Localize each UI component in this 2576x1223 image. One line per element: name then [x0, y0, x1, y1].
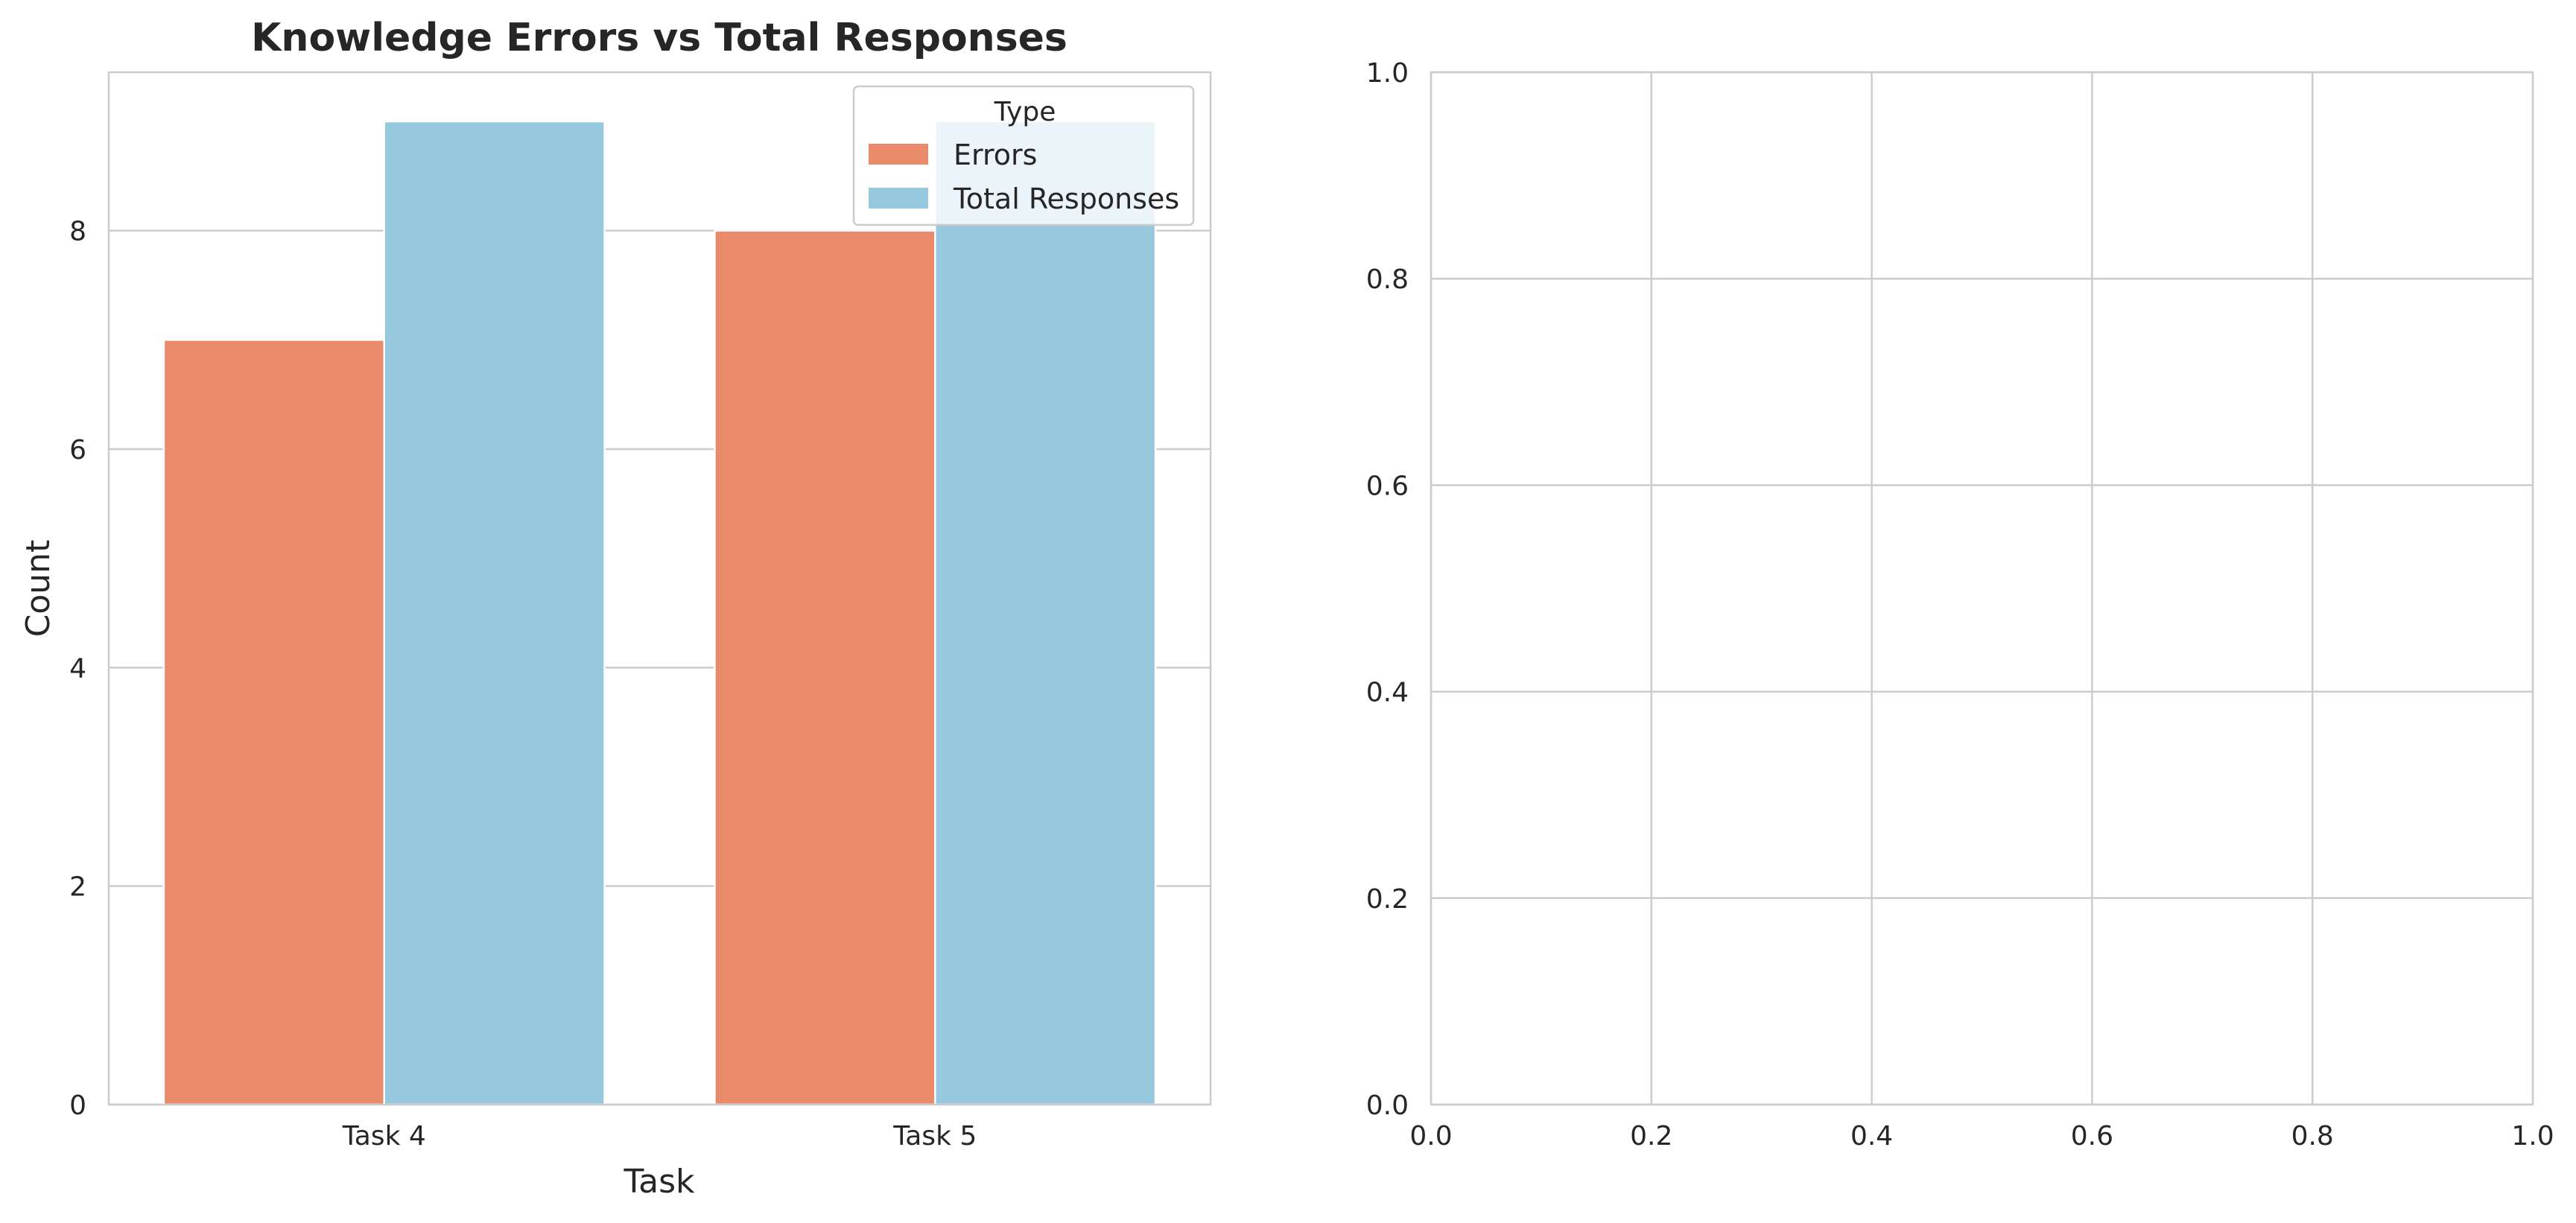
- left-chart-title: Knowledge Errors vs Total Responses: [251, 16, 1067, 60]
- bar-errors-task-4: [162, 339, 385, 1106]
- right-y-tick-label: 0.8: [1366, 264, 1409, 295]
- left-plot-frame: [107, 71, 1212, 1106]
- right-plot-frame: [1430, 71, 2534, 1106]
- right-y-tick-label: 0.2: [1366, 884, 1409, 915]
- left-y-tick-label: 8: [69, 217, 86, 247]
- left-x-tick-label: Task 4: [342, 1121, 426, 1151]
- legend-box: [852, 85, 1195, 226]
- left-x-tick-label: Task 5: [892, 1121, 977, 1151]
- right-y-tick-label: 0.0: [1366, 1090, 1409, 1121]
- legend-swatch-errors: [869, 144, 928, 165]
- bar-total-responses-task-5: [934, 120, 1157, 1106]
- right-x-tick-label: 0.8: [2291, 1121, 2334, 1151]
- left-y-tick-label: 4: [69, 653, 86, 684]
- legend-label-total-responses: Total Responses: [953, 182, 1179, 215]
- right-y-tick-label: 1.0: [1366, 58, 1409, 89]
- right-x-tick-labels: 0.0 0.2 0.4 0.6 0.8 1.0: [1409, 1121, 2554, 1151]
- right-x-tick-label: 0.0: [1409, 1121, 1452, 1151]
- bar-errors-task-5: [714, 229, 936, 1106]
- right-y-tick-label: 0.6: [1366, 471, 1409, 501]
- left-y-axis-label: Count: [19, 540, 57, 638]
- right-x-tick-label: 1.0: [2511, 1121, 2554, 1151]
- legend-title: Type: [994, 97, 1056, 127]
- left-y-tick-label: 6: [69, 435, 86, 466]
- left-bars: [162, 120, 1157, 1106]
- bar-total-responses-task-4: [383, 120, 606, 1106]
- legend: Type Errors Total Responses: [852, 85, 1195, 226]
- left-y-tick-label: 2: [69, 872, 86, 903]
- right-subplot: 0.0 0.2 0.4 0.6 0.8 1.0 0.0 0.2 0.4 0.6 0.8 1.0: [1366, 58, 2554, 1151]
- right-y-tick-label: 0.4: [1366, 678, 1409, 708]
- left-y-tick-labels: 0 2 4 6 8: [69, 217, 86, 1121]
- legend-swatch-total-responses: [869, 188, 928, 209]
- left-x-tick-labels: Task 4 Task 5: [342, 1121, 977, 1151]
- right-y-tick-labels: 0.0 0.2 0.4 0.6 0.8 1.0: [1366, 58, 1409, 1121]
- left-y-tick-label: 0: [69, 1090, 86, 1121]
- left-subplot: 0 2 4 6 8 Task 4 Task 5 Knowledge Errors vs T…: [19, 16, 1212, 1201]
- left-x-axis-label: Task: [624, 1163, 695, 1201]
- right-x-tick-label: 0.2: [1630, 1121, 1672, 1151]
- right-x-tick-label: 0.6: [2071, 1121, 2113, 1151]
- right-x-tick-label: 0.4: [1850, 1121, 1893, 1151]
- legend-label-errors: Errors: [954, 139, 1037, 171]
